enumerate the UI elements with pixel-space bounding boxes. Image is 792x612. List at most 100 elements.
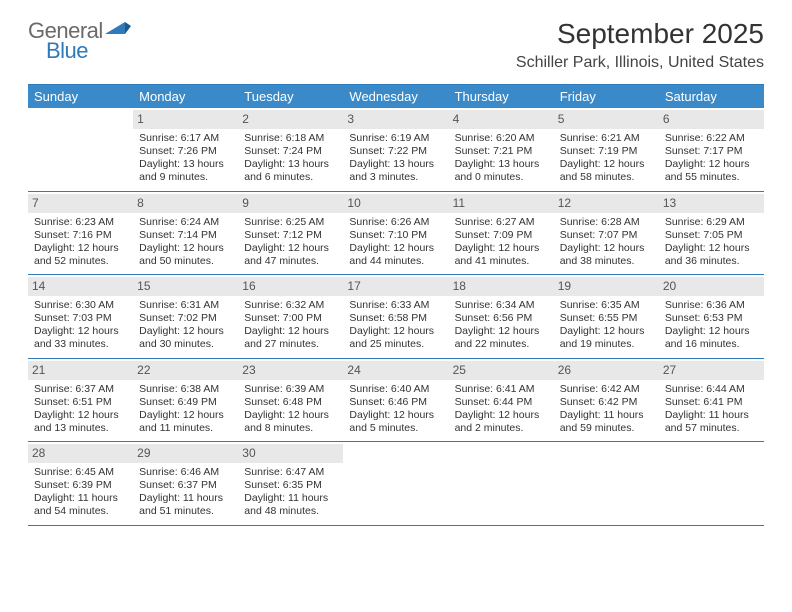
day-cell: 24Sunrise: 6:40 AMSunset: 6:46 PMDayligh… — [343, 359, 448, 442]
day-number: 9 — [238, 194, 343, 213]
day-cell: 19Sunrise: 6:35 AMSunset: 6:55 PMDayligh… — [554, 275, 659, 358]
daylight-text: and 47 minutes. — [244, 255, 337, 268]
daylight-text: and 25 minutes. — [349, 338, 442, 351]
sunrise-text: Sunrise: 6:24 AM — [139, 216, 232, 229]
sunrise-text: Sunrise: 6:22 AM — [665, 132, 758, 145]
sunrise-text: Sunrise: 6:26 AM — [349, 216, 442, 229]
sunset-text: Sunset: 6:56 PM — [455, 312, 548, 325]
sunset-text: Sunset: 6:41 PM — [665, 396, 758, 409]
daylight-text: Daylight: 13 hours — [455, 158, 548, 171]
day-number: 23 — [238, 361, 343, 380]
week-row: 7Sunrise: 6:23 AMSunset: 7:16 PMDaylight… — [28, 192, 764, 276]
title-block: September 2025 Schiller Park, Illinois, … — [516, 18, 764, 72]
day-number: 30 — [238, 444, 343, 463]
sunset-text: Sunset: 6:51 PM — [34, 396, 127, 409]
daylight-text: Daylight: 11 hours — [139, 492, 232, 505]
day-cell — [554, 442, 659, 525]
sunset-text: Sunset: 7:14 PM — [139, 229, 232, 242]
day-number: 7 — [28, 194, 133, 213]
logo-flag-icon — [105, 18, 131, 45]
sunrise-text: Sunrise: 6:36 AM — [665, 299, 758, 312]
daylight-text: Daylight: 11 hours — [244, 492, 337, 505]
calendar: SundayMondayTuesdayWednesdayThursdayFrid… — [28, 84, 764, 526]
daylight-text: and 36 minutes. — [665, 255, 758, 268]
daylight-text: and 16 minutes. — [665, 338, 758, 351]
day-cell: 26 Sunrise: 6:42 AMSunset: 6:42 PMDayligh… — [554, 359, 659, 442]
day-cell: 29Sunrise: 6:46 AMSunset: 6:37 PMDayligh… — [133, 442, 238, 525]
sunset-text: Sunset: 7:03 PM — [34, 312, 127, 325]
sunrise-text: Sunrise: 6:38 AM — [139, 383, 232, 396]
daylight-text: Daylight: 11 hours — [560, 409, 653, 422]
sunrise-text: Sunrise: 6:35 AM — [560, 299, 653, 312]
sunrise-text: Sunrise: 6:39 AM — [244, 383, 337, 396]
day-cell: 25Sunrise: 6:41 AMSunset: 6:44 PMDayligh… — [449, 359, 554, 442]
daylight-text: Daylight: 12 hours — [244, 325, 337, 338]
day-cell: 27 Sunrise: 6:44 AMSunset: 6:41 PMDayligh… — [659, 359, 764, 442]
day-cell: 23Sunrise: 6:39 AMSunset: 6:48 PMDayligh… — [238, 359, 343, 442]
sunrise-text: Sunrise: 6:45 AM — [34, 466, 127, 479]
day-cell — [28, 108, 133, 191]
sunset-text: Sunset: 7:19 PM — [560, 145, 653, 158]
sunrise-text: Sunrise: 6:42 AM — [560, 383, 653, 396]
daylight-text: Daylight: 12 hours — [665, 242, 758, 255]
daylight-text: and 5 minutes. — [349, 422, 442, 435]
day-number: 24 — [343, 361, 448, 380]
day-cell: 5Sunrise: 6:21 AMSunset: 7:19 PMDaylight… — [554, 108, 659, 191]
daylight-text: and 38 minutes. — [560, 255, 653, 268]
day-header: Monday — [133, 85, 238, 108]
day-number: 26 — [554, 361, 659, 380]
sunset-text: Sunset: 6:42 PM — [560, 396, 653, 409]
sunset-text: Sunset: 7:05 PM — [665, 229, 758, 242]
sunset-text: Sunset: 6:44 PM — [455, 396, 548, 409]
day-cell: 16Sunrise: 6:32 AMSunset: 7:00 PMDayligh… — [238, 275, 343, 358]
sunset-text: Sunset: 7:21 PM — [455, 145, 548, 158]
day-number: 13 — [659, 194, 764, 213]
daylight-text: and 6 minutes. — [244, 171, 337, 184]
day-cell: 1Sunrise: 6:17 AMSunset: 7:26 PMDaylight… — [133, 108, 238, 191]
daylight-text: Daylight: 12 hours — [139, 242, 232, 255]
day-number: 22 — [133, 361, 238, 380]
day-cell: 10Sunrise: 6:26 AMSunset: 7:10 PMDayligh… — [343, 192, 448, 275]
day-cell: 21Sunrise: 6:37 AMSunset: 6:51 PMDayligh… — [28, 359, 133, 442]
daylight-text: and 51 minutes. — [139, 505, 232, 518]
sunset-text: Sunset: 7:16 PM — [34, 229, 127, 242]
sunrise-text: Sunrise: 6:28 AM — [560, 216, 653, 229]
daylight-text: Daylight: 12 hours — [244, 409, 337, 422]
sunrise-text: Sunrise: 6:37 AM — [34, 383, 127, 396]
day-header: Thursday — [449, 85, 554, 108]
daylight-text: Daylight: 12 hours — [455, 325, 548, 338]
day-cell: 12Sunrise: 6:28 AMSunset: 7:07 PMDayligh… — [554, 192, 659, 275]
day-cell: 13Sunrise: 6:29 AMSunset: 7:05 PMDayligh… — [659, 192, 764, 275]
day-cell — [659, 442, 764, 525]
location: Schiller Park, Illinois, United States — [516, 54, 764, 72]
day-cell: 2Sunrise: 6:18 AMSunset: 7:24 PMDaylight… — [238, 108, 343, 191]
sunrise-text: Sunrise: 6:40 AM — [349, 383, 442, 396]
daylight-text: Daylight: 12 hours — [665, 325, 758, 338]
day-header: Saturday — [659, 85, 764, 108]
daylight-text: Daylight: 12 hours — [455, 409, 548, 422]
daylight-text: and 59 minutes. — [560, 422, 653, 435]
day-header: Tuesday — [238, 85, 343, 108]
sunset-text: Sunset: 7:09 PM — [455, 229, 548, 242]
week-row: 14Sunrise: 6:30 AMSunset: 7:03 PMDayligh… — [28, 275, 764, 359]
sunset-text: Sunset: 6:53 PM — [665, 312, 758, 325]
sunset-text: Sunset: 7:22 PM — [349, 145, 442, 158]
daylight-text: Daylight: 12 hours — [34, 325, 127, 338]
week-row: 28Sunrise: 6:45 AMSunset: 6:39 PMDayligh… — [28, 442, 764, 526]
day-cell: 28Sunrise: 6:45 AMSunset: 6:39 PMDayligh… — [28, 442, 133, 525]
day-number: 28 — [28, 444, 133, 463]
daylight-text: Daylight: 11 hours — [665, 409, 758, 422]
sunrise-text: Sunrise: 6:18 AM — [244, 132, 337, 145]
day-number: 27 — [659, 361, 764, 380]
daylight-text: and 3 minutes. — [349, 171, 442, 184]
day-number: 6 — [659, 110, 764, 129]
sunrise-text: Sunrise: 6:44 AM — [665, 383, 758, 396]
sunrise-text: Sunrise: 6:31 AM — [139, 299, 232, 312]
day-number: 25 — [449, 361, 554, 380]
daylight-text: and 22 minutes. — [455, 338, 548, 351]
daylight-text: and 50 minutes. — [139, 255, 232, 268]
sunset-text: Sunset: 7:10 PM — [349, 229, 442, 242]
sunset-text: Sunset: 7:17 PM — [665, 145, 758, 158]
day-number: 8 — [133, 194, 238, 213]
daylight-text: and 54 minutes. — [34, 505, 127, 518]
